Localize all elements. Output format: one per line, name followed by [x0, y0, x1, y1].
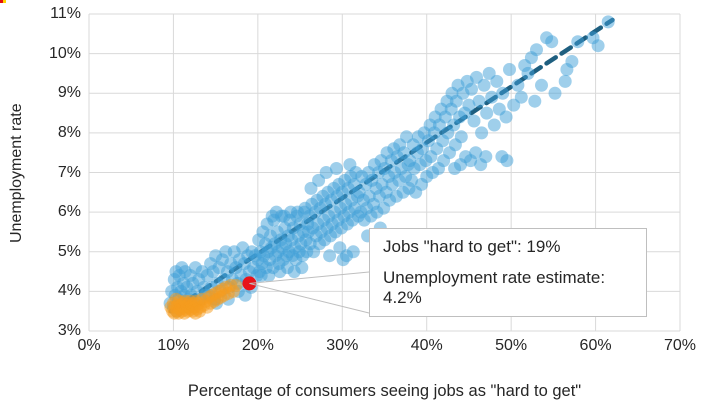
data-point	[323, 249, 337, 263]
y-tick-label: 9%	[57, 84, 81, 102]
y-tick-label: 11%	[50, 5, 81, 22]
data-point	[465, 82, 478, 96]
data-point	[499, 110, 513, 124]
leader-line-upper	[249, 271, 370, 284]
data-point	[265, 209, 279, 223]
y-tick-label: 8%	[57, 123, 81, 141]
data-point	[475, 126, 489, 140]
y-tick-label: 5%	[57, 242, 81, 260]
x-tick-label: 60%	[579, 337, 612, 354]
data-point	[528, 94, 542, 108]
x-tick-label: 10%	[157, 337, 190, 354]
annotation-unemployment-estimate: Unemployment rate estimate: 4.2%	[383, 268, 606, 308]
data-point	[565, 55, 579, 68]
screen-artifact-red	[0, 0, 3, 3]
series-recent-months	[164, 278, 243, 320]
x-tick-label: 50%	[495, 337, 528, 354]
data-point	[490, 74, 504, 88]
data-point	[479, 150, 493, 164]
data-point	[558, 74, 572, 88]
data-point	[477, 78, 491, 92]
data-point	[472, 94, 486, 108]
y-tick-label: 3%	[57, 322, 81, 339]
y-tick-label: 7%	[57, 163, 81, 181]
data-point	[571, 35, 585, 49]
data-point	[511, 78, 525, 92]
data-point	[496, 86, 510, 100]
data-point	[462, 98, 476, 112]
annotation-jobs-hard-to-get: Jobs "hard to get": 19%	[383, 237, 561, 256]
series-estimate-point	[242, 276, 257, 291]
data-point	[601, 15, 615, 29]
data-point	[329, 162, 343, 175]
data-point	[480, 106, 494, 120]
data-point	[343, 158, 357, 172]
x-tick-label: 40%	[410, 337, 443, 354]
data-point	[238, 288, 252, 302]
data-point	[333, 241, 347, 255]
leader-line-lower	[249, 282, 370, 314]
data-point	[262, 269, 276, 282]
data-point	[229, 278, 243, 292]
data-point	[336, 253, 350, 267]
y-tick-label: 10%	[48, 44, 81, 62]
data-point	[503, 63, 516, 76]
data-point	[346, 245, 360, 259]
data-point	[535, 78, 548, 92]
data-point	[485, 90, 499, 104]
data-point	[548, 86, 562, 100]
data-point	[514, 90, 528, 104]
data-point	[545, 35, 559, 49]
data-point	[242, 276, 257, 291]
data-point	[454, 130, 468, 144]
x-tick-label: 30%	[326, 337, 359, 354]
screen-artifact-yellow	[3, 0, 6, 3]
data-point	[591, 39, 605, 53]
data-point	[500, 154, 514, 168]
annotation-box: Jobs "hard to get": 19% Unemployment rat…	[369, 228, 647, 317]
data-point	[319, 166, 333, 179]
x-tick-label: 20%	[241, 337, 274, 354]
x-axis-title: Percentage of consumers seeing jobs as "…	[187, 382, 582, 400]
data-point	[521, 66, 535, 80]
data-point	[530, 43, 543, 57]
data-point	[467, 114, 481, 128]
y-tick-label: 6%	[57, 203, 81, 221]
data-point	[487, 118, 501, 132]
x-tick-label: 0%	[77, 337, 101, 354]
data-point	[405, 173, 418, 187]
data-point	[193, 304, 207, 318]
data-point	[469, 146, 483, 160]
data-point	[295, 261, 309, 275]
x-tick-label: 70%	[663, 337, 697, 354]
y-tick-label: 4%	[57, 282, 81, 300]
